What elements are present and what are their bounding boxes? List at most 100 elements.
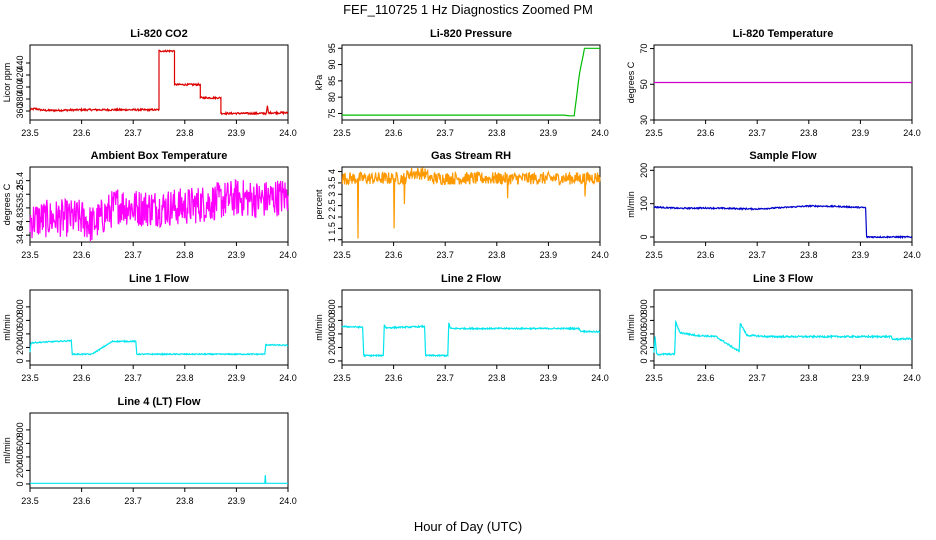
panel-line-3-flow: Line 3 Flow ml/min 23.5 23.6 23.7 23.8 23.9 24.… bbox=[626, 273, 921, 383]
y-tick-label: 400 bbox=[15, 79, 25, 94]
x-tick-label: 23.5 bbox=[645, 128, 663, 138]
x-tick-label: 23.7 bbox=[124, 250, 142, 260]
x-tick-label: 23.9 bbox=[540, 250, 558, 260]
x-tick-label: 23.5 bbox=[645, 250, 663, 260]
y-tick-label: 800 bbox=[639, 299, 649, 314]
plot-frame bbox=[653, 166, 913, 243]
x-tick-label: 23.6 bbox=[73, 373, 91, 383]
x-tick-label: 23.7 bbox=[124, 373, 142, 383]
y-axis-label: ml/min bbox=[2, 437, 12, 464]
x-tick-label: 24.0 bbox=[591, 250, 609, 260]
x-tick-label: 23.7 bbox=[124, 496, 142, 506]
y-axis-label: percent bbox=[314, 189, 324, 220]
series-line-li-820-pressure bbox=[342, 47, 600, 117]
y-tick-label: 400 bbox=[639, 326, 649, 341]
y-tick-label: 70 bbox=[639, 44, 649, 54]
series-line-ambient-box-temperature bbox=[29, 178, 289, 242]
x-tick-label: 23.5 bbox=[333, 250, 351, 260]
x-tick-label: 23.7 bbox=[748, 128, 766, 138]
y-axis-label: ml/min bbox=[314, 314, 324, 341]
panel-title: Line 3 Flow bbox=[753, 273, 813, 285]
y-tick-label: 90 bbox=[327, 60, 337, 70]
y-tick-label: 85 bbox=[327, 76, 337, 86]
series-line-li-820-co2 bbox=[29, 49, 289, 116]
y-tick-label: 0 bbox=[639, 358, 649, 363]
y-axis-label: Licor ppm bbox=[2, 63, 12, 103]
y-tick-label: 0 bbox=[327, 358, 337, 363]
y-tick-label: 400 bbox=[15, 326, 25, 341]
y-tick-label: 3 bbox=[327, 192, 337, 197]
plot-frame bbox=[341, 166, 601, 243]
y-tick-label: 200 bbox=[15, 463, 25, 478]
y-tick-label: 2 bbox=[327, 214, 337, 219]
x-tick-label: 23.7 bbox=[748, 250, 766, 260]
x-tick-label: 24.0 bbox=[591, 128, 609, 138]
x-tick-label: 23.7 bbox=[748, 373, 766, 383]
y-tick-label: 95 bbox=[327, 43, 337, 53]
y-tick-label: 200 bbox=[15, 340, 25, 355]
panel-title: Li-820 Pressure bbox=[430, 28, 512, 40]
x-tick-label: 23.8 bbox=[176, 373, 194, 383]
y-tick-label: 400 bbox=[327, 326, 337, 341]
plot-frame bbox=[29, 289, 289, 366]
y-tick-label: 34.8 bbox=[15, 213, 25, 231]
x-tick-label: 23.6 bbox=[697, 250, 715, 260]
y-tick-label: 1.5 bbox=[327, 222, 337, 235]
y-tick-label: 75 bbox=[327, 108, 337, 118]
x-tick-label: 23.8 bbox=[176, 250, 194, 260]
x-tick-label: 23.9 bbox=[228, 373, 246, 383]
x-tick-label: 23.8 bbox=[176, 128, 194, 138]
x-tick-label: 23.6 bbox=[697, 128, 715, 138]
x-tick-label: 24.0 bbox=[279, 250, 297, 260]
panel-line-1-flow: Line 1 Flow ml/min 23.5 23.6 23.7 23.8 23.9 24.… bbox=[2, 273, 297, 383]
y-tick-label: 360 bbox=[15, 103, 25, 118]
panel-title: Ambient Box Temperature bbox=[91, 150, 228, 162]
x-tick-label: 23.8 bbox=[800, 373, 818, 383]
y-tick-label: 80 bbox=[327, 92, 337, 102]
panel-line-4-lt-flow: Line 4 (LT) Flow ml/min 23.5 23.6 23.7 23.8 23… bbox=[2, 396, 297, 506]
x-tick-label: 24.0 bbox=[591, 373, 609, 383]
x-tick-label: 23.9 bbox=[852, 128, 870, 138]
panel-sample-flow: Sample Flow ml/min 23.5 23.6 23.7 23.8 23.9 24.… bbox=[626, 150, 921, 260]
x-tick-label: 23.7 bbox=[436, 250, 454, 260]
y-tick-label: 0 bbox=[15, 358, 25, 363]
y-tick-label: 1 bbox=[327, 237, 337, 242]
x-tick-label: 23.5 bbox=[21, 373, 39, 383]
y-tick-label: 600 bbox=[15, 313, 25, 328]
y-tick-label: 0 bbox=[15, 481, 25, 486]
y-tick-label: 34.6 bbox=[15, 226, 25, 244]
y-tick-label: 4 bbox=[327, 169, 337, 174]
plot-frame bbox=[653, 289, 913, 366]
x-tick-label: 23.5 bbox=[645, 373, 663, 383]
panel-ambient-box-temperature: Ambient Box Temperature degrees C 23.5 23.6… bbox=[2, 150, 297, 260]
x-tick-label: 23.6 bbox=[385, 373, 403, 383]
y-tick-label: 35.4 bbox=[15, 172, 25, 190]
series-line-gas-stream-rh bbox=[341, 167, 601, 239]
x-tick-label: 23.6 bbox=[697, 373, 715, 383]
panel-title: Line 1 Flow bbox=[129, 273, 189, 285]
x-tick-label: 23.8 bbox=[488, 128, 506, 138]
x-tick-label: 23.5 bbox=[21, 496, 39, 506]
x-tick-label: 23.6 bbox=[73, 250, 91, 260]
panel-li-820-pressure: Li-820 Pressure kPa 23.5 23.6 23.7 23.8 23.9 24… bbox=[314, 28, 609, 138]
x-tick-label: 23.5 bbox=[333, 373, 351, 383]
x-tick-label: 23.5 bbox=[21, 128, 39, 138]
x-tick-label: 23.7 bbox=[436, 128, 454, 138]
x-tick-label: 23.9 bbox=[540, 128, 558, 138]
panel-li-820-temperature: Li-820 Temperature degrees C 23.5 23.6 23.7 2… bbox=[626, 28, 921, 138]
x-tick-label: 23.7 bbox=[436, 373, 454, 383]
x-tick-label: 23.9 bbox=[852, 373, 870, 383]
plot-frame bbox=[29, 44, 289, 121]
plot-frame bbox=[341, 289, 601, 366]
y-tick-label: 800 bbox=[15, 422, 25, 437]
x-tick-label: 23.6 bbox=[73, 128, 91, 138]
y-tick-label: 800 bbox=[327, 299, 337, 314]
panel-li-820-co2: Li-820 CO2 Licor ppm 23.5 23.6 23.7 23.8 23.9 2… bbox=[2, 28, 297, 138]
x-tick-label: 23.5 bbox=[21, 250, 39, 260]
y-axis-label: ml/min bbox=[626, 191, 636, 218]
x-tick-label: 23.7 bbox=[124, 128, 142, 138]
y-tick-label: 400 bbox=[15, 449, 25, 464]
